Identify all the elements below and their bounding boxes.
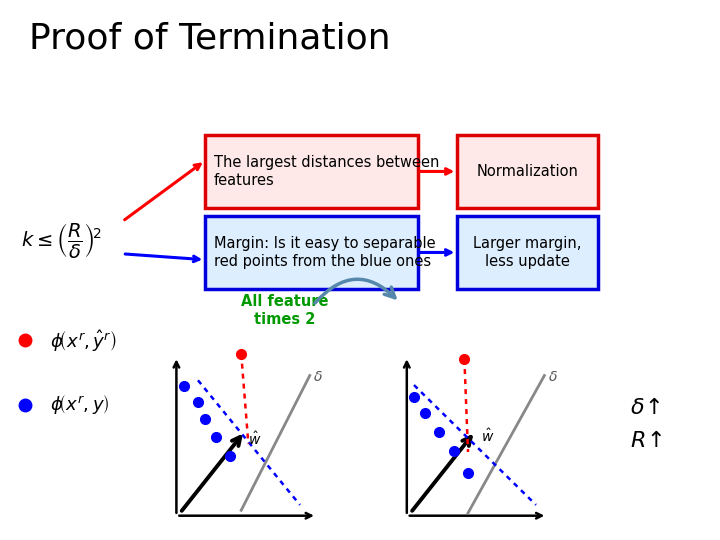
Text: Margin: Is it easy to separable
red points from the blue ones: Margin: Is it easy to separable red poin… (214, 237, 436, 268)
Text: $k \leq \left(\dfrac{R}{\delta}\right)^{\!2}$: $k \leq \left(\dfrac{R}{\delta}\right)^{… (21, 221, 102, 260)
FancyBboxPatch shape (457, 135, 598, 208)
Text: $\hat{w}$: $\hat{w}$ (481, 428, 495, 445)
Text: Normalization: Normalization (477, 164, 578, 179)
Text: $R\!\uparrow$: $R\!\uparrow$ (630, 430, 662, 450)
FancyBboxPatch shape (205, 135, 418, 208)
Text: $\delta$: $\delta$ (313, 370, 323, 384)
Text: The largest distances between
features: The largest distances between features (214, 156, 439, 187)
Text: $\delta\!\uparrow$: $\delta\!\uparrow$ (630, 397, 660, 418)
Text: All feature
times 2: All feature times 2 (240, 294, 328, 327)
FancyBboxPatch shape (457, 216, 598, 289)
Text: Larger margin,
less update: Larger margin, less update (473, 237, 582, 268)
Text: $\delta$: $\delta$ (548, 370, 558, 384)
Text: $\hat{w}$: $\hat{w}$ (248, 430, 262, 448)
Text: $\phi\!\left(x^r, \hat{y}^r\right)$: $\phi\!\left(x^r, \hat{y}^r\right)$ (50, 328, 117, 353)
Text: Proof of Termination: Proof of Termination (29, 22, 390, 56)
FancyBboxPatch shape (205, 216, 418, 289)
Text: $\phi\!\left(x^r, y\right)$: $\phi\!\left(x^r, y\right)$ (50, 394, 110, 416)
